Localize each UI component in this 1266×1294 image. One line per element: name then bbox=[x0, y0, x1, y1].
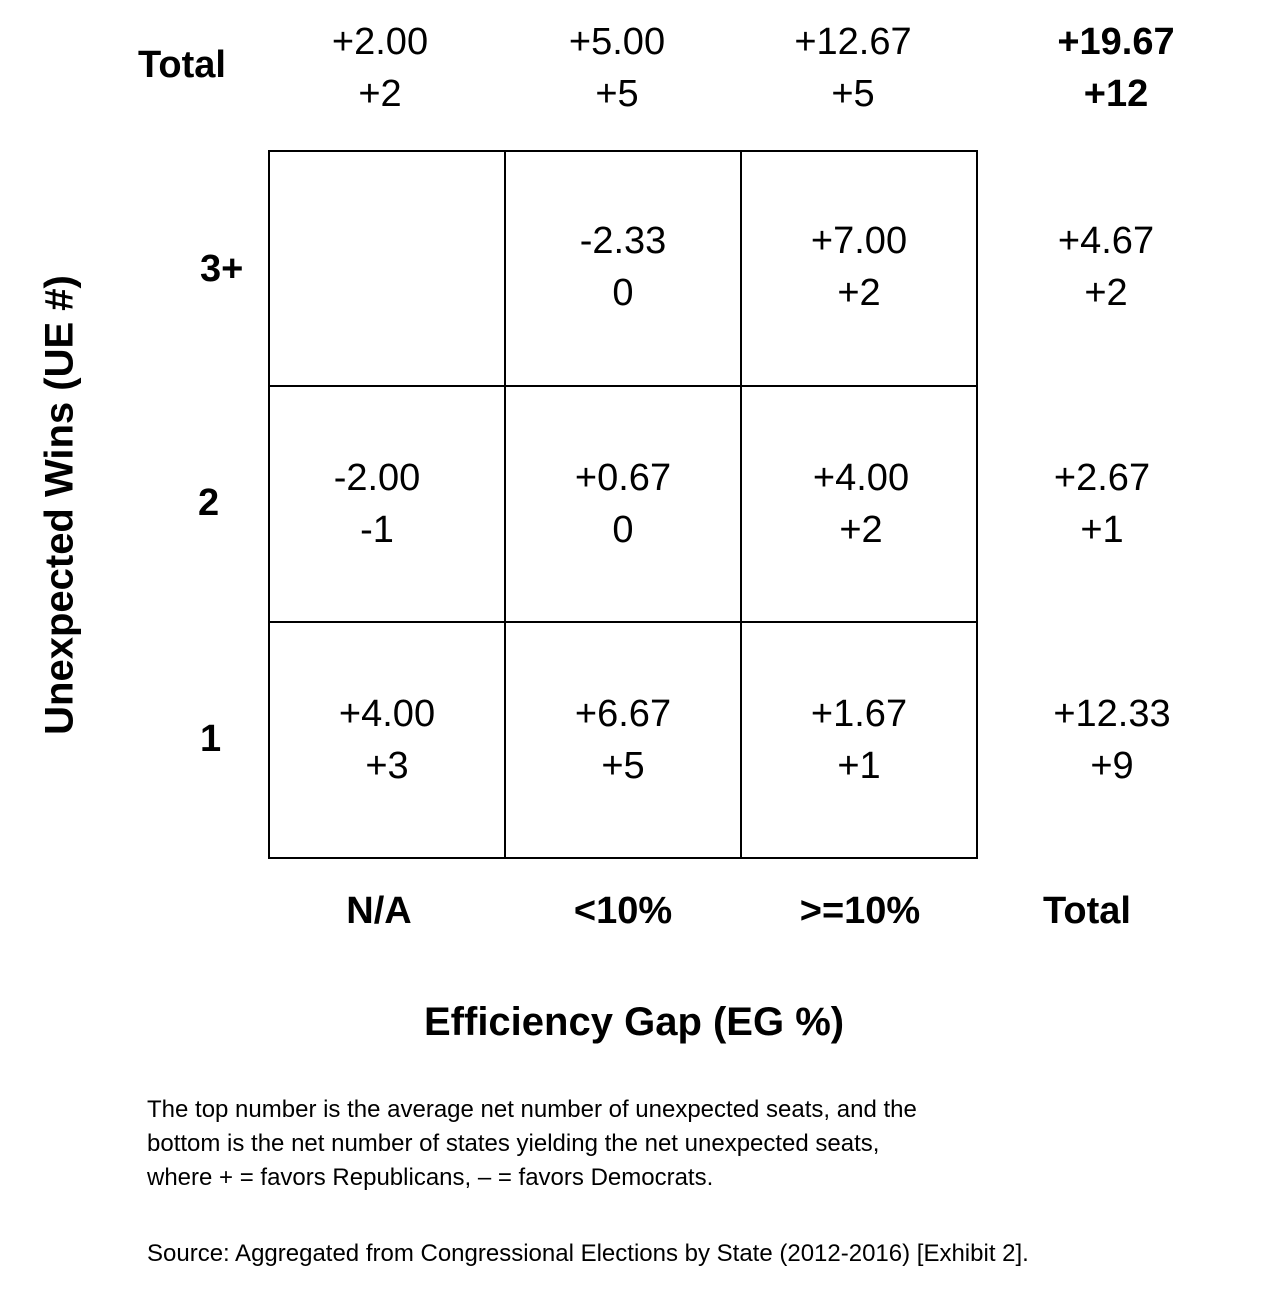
row-total-avg: +12.33 bbox=[1053, 693, 1171, 735]
cell-3plus-lt10: -2.33 0 bbox=[543, 215, 703, 319]
row-total-avg: +2.67 bbox=[1053, 457, 1151, 499]
row-label-3plus: 3+ bbox=[200, 248, 244, 290]
col-total-lt10-states: +5 bbox=[595, 73, 639, 115]
cell-states: -1 bbox=[360, 509, 394, 551]
col-label-lt10: <10% bbox=[573, 890, 673, 932]
row-label-1: 1 bbox=[200, 718, 222, 760]
grand-total-states: +12 bbox=[1083, 73, 1149, 115]
col-label-na: N/A bbox=[346, 890, 412, 932]
cell-avg: +4.00 bbox=[812, 457, 910, 499]
top-total-label: Total bbox=[138, 44, 226, 86]
grid-line bbox=[268, 150, 270, 859]
grid-line bbox=[976, 150, 978, 859]
cell-2-na: -2.00 -1 bbox=[297, 452, 457, 556]
cell-states: 0 bbox=[612, 272, 634, 314]
row-total-1: +12.33 +9 bbox=[1032, 688, 1192, 792]
cell-avg: -2.00 bbox=[333, 457, 421, 499]
grand-total: +19.67 +12 bbox=[1036, 16, 1196, 120]
y-axis-title: Unexpected Wins (UE #) bbox=[37, 275, 82, 735]
note-line: The top number is the average net number… bbox=[147, 1096, 917, 1123]
col-total-na-states: +2 bbox=[358, 73, 402, 115]
cell-states: +5 bbox=[601, 745, 645, 787]
cell-states: 0 bbox=[612, 509, 634, 551]
cell-avg: +6.67 bbox=[574, 693, 672, 735]
grid-line bbox=[268, 385, 978, 387]
row-total-states: +9 bbox=[1090, 745, 1134, 787]
col-total-na-avg: +2.00 bbox=[331, 21, 429, 63]
grid-line bbox=[268, 150, 978, 152]
grid-line bbox=[504, 150, 506, 859]
cell-states: +2 bbox=[837, 272, 881, 314]
row-total-avg: +4.67 bbox=[1057, 220, 1155, 262]
cell-3plus-ge10: +7.00 +2 bbox=[779, 215, 939, 319]
explanatory-note: The top number is the average net number… bbox=[147, 1093, 1027, 1195]
grid-line bbox=[740, 150, 742, 859]
cell-1-na: +4.00 +3 bbox=[307, 688, 467, 792]
cell-1-ge10: +1.67 +1 bbox=[779, 688, 939, 792]
row-total-states: +1 bbox=[1080, 509, 1124, 551]
source-note: Source: Aggregated from Congressional El… bbox=[147, 1240, 1029, 1267]
cell-avg: -2.33 bbox=[579, 220, 667, 262]
x-axis-title: Efficiency Gap (EG %) bbox=[424, 1000, 845, 1044]
cell-avg: +4.00 bbox=[338, 693, 436, 735]
cell-2-lt10: +0.67 0 bbox=[543, 452, 703, 556]
note-line: where + = favors Republicans, – = favors… bbox=[147, 1164, 714, 1191]
cell-avg: +7.00 bbox=[810, 220, 908, 262]
cell-1-lt10: +6.67 +5 bbox=[543, 688, 703, 792]
col-total-lt10-avg: +5.00 bbox=[568, 21, 666, 63]
col-total-ge10: +12.67 +5 bbox=[773, 16, 933, 120]
cell-states: +3 bbox=[365, 745, 409, 787]
cell-2-ge10: +4.00 +2 bbox=[781, 452, 941, 556]
note-line: bottom is the net number of states yield… bbox=[147, 1130, 880, 1157]
row-label-2: 2 bbox=[198, 482, 220, 524]
col-label-total: Total bbox=[1043, 890, 1131, 932]
col-total-na: +2.00 +2 bbox=[300, 16, 460, 120]
row-total-2: +2.67 +1 bbox=[1022, 452, 1182, 556]
cell-avg: +1.67 bbox=[810, 693, 908, 735]
col-total-ge10-avg: +12.67 bbox=[794, 21, 912, 63]
col-total-ge10-states: +5 bbox=[831, 73, 875, 115]
grid-line bbox=[268, 857, 978, 859]
cell-states: +2 bbox=[839, 509, 883, 551]
row-total-states: +2 bbox=[1084, 272, 1128, 314]
matrix-grid bbox=[268, 150, 978, 859]
cell-avg: +0.67 bbox=[574, 457, 672, 499]
grand-total-avg: +19.67 bbox=[1057, 21, 1175, 63]
cell-states: +1 bbox=[837, 745, 881, 787]
grid-line bbox=[268, 621, 978, 623]
col-label-ge10: >=10% bbox=[799, 890, 921, 932]
col-total-lt10: +5.00 +5 bbox=[537, 16, 697, 120]
row-total-3plus: +4.67 +2 bbox=[1026, 215, 1186, 319]
